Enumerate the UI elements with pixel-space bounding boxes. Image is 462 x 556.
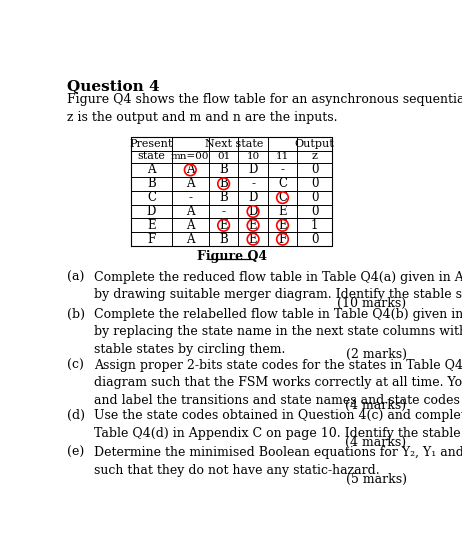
- Text: F: F: [147, 233, 156, 246]
- Text: E: E: [278, 219, 287, 232]
- Text: (c): (c): [67, 359, 84, 371]
- Text: 01: 01: [217, 152, 230, 161]
- Text: Use the state codes obtained in Question 4(c) and complete the excitation table : Use the state codes obtained in Question…: [94, 409, 462, 440]
- Text: 1: 1: [311, 219, 318, 232]
- Text: Next state: Next state: [205, 138, 264, 148]
- Text: Complete the relabelled flow table in Table Q4(b) given in Appendix C on page 10: Complete the relabelled flow table in Ta…: [94, 307, 462, 356]
- Text: Present
state: Present state: [130, 139, 173, 161]
- Text: F: F: [279, 233, 286, 246]
- Text: A: A: [186, 205, 195, 218]
- Text: E: E: [249, 233, 257, 246]
- Text: 0: 0: [311, 163, 318, 176]
- Text: 0: 0: [311, 205, 318, 218]
- Text: D: D: [249, 205, 258, 218]
- Text: Output
z: Output z: [295, 139, 334, 161]
- Text: D: D: [147, 205, 156, 218]
- Text: (5 marks): (5 marks): [346, 473, 407, 485]
- Text: B: B: [219, 191, 228, 204]
- Text: B: B: [219, 163, 228, 176]
- Text: -: -: [251, 177, 255, 190]
- Text: (d): (d): [67, 409, 85, 423]
- Text: Complete the reduced flow table in Table Q4(a) given in Appendix C on page 10
by: Complete the reduced flow table in Table…: [94, 271, 462, 301]
- Text: C: C: [147, 191, 156, 204]
- Text: A: A: [147, 163, 156, 176]
- Text: -: -: [222, 205, 225, 218]
- Text: (2 marks): (2 marks): [346, 348, 407, 361]
- Text: -: -: [280, 163, 285, 176]
- Text: E: E: [147, 219, 156, 232]
- Text: Question 4: Question 4: [67, 79, 160, 93]
- Text: E: E: [249, 219, 257, 232]
- Text: B: B: [219, 233, 228, 246]
- Text: mn=00: mn=00: [171, 152, 210, 161]
- Text: D: D: [249, 191, 258, 204]
- Text: 10: 10: [246, 152, 260, 161]
- Text: E: E: [219, 219, 228, 232]
- Text: 0: 0: [311, 191, 318, 204]
- Text: C: C: [278, 177, 287, 190]
- Text: Determine the minimised Boolean equations for Y₂, Y₁ and z. Design the equations: Determine the minimised Boolean equation…: [94, 446, 462, 477]
- Text: (4 marks): (4 marks): [346, 399, 407, 411]
- Text: (e): (e): [67, 446, 84, 459]
- Text: -: -: [188, 191, 192, 204]
- Text: B: B: [147, 177, 156, 190]
- Text: C: C: [278, 191, 287, 204]
- Text: A: A: [186, 163, 195, 176]
- Text: D: D: [249, 163, 258, 176]
- Text: B: B: [219, 177, 228, 190]
- Text: Figure Q4 shows the flow table for an asynchronous sequential finite state machi: Figure Q4 shows the flow table for an as…: [67, 93, 462, 124]
- Text: (a): (a): [67, 271, 85, 284]
- Text: A: A: [186, 177, 195, 190]
- Text: 11: 11: [276, 152, 289, 161]
- Text: A: A: [186, 233, 195, 246]
- Text: 0: 0: [311, 233, 318, 246]
- Text: Figure Q4: Figure Q4: [197, 250, 267, 263]
- Text: 0: 0: [311, 177, 318, 190]
- Text: E: E: [278, 205, 287, 218]
- Text: Assign proper 2-bits state codes for the states in Table Q4(b) using transition
: Assign proper 2-bits state codes for the…: [94, 359, 462, 406]
- Text: (4 marks): (4 marks): [346, 435, 407, 449]
- Text: A: A: [186, 219, 195, 232]
- Text: (b): (b): [67, 307, 85, 321]
- Text: (10 marks): (10 marks): [337, 297, 407, 310]
